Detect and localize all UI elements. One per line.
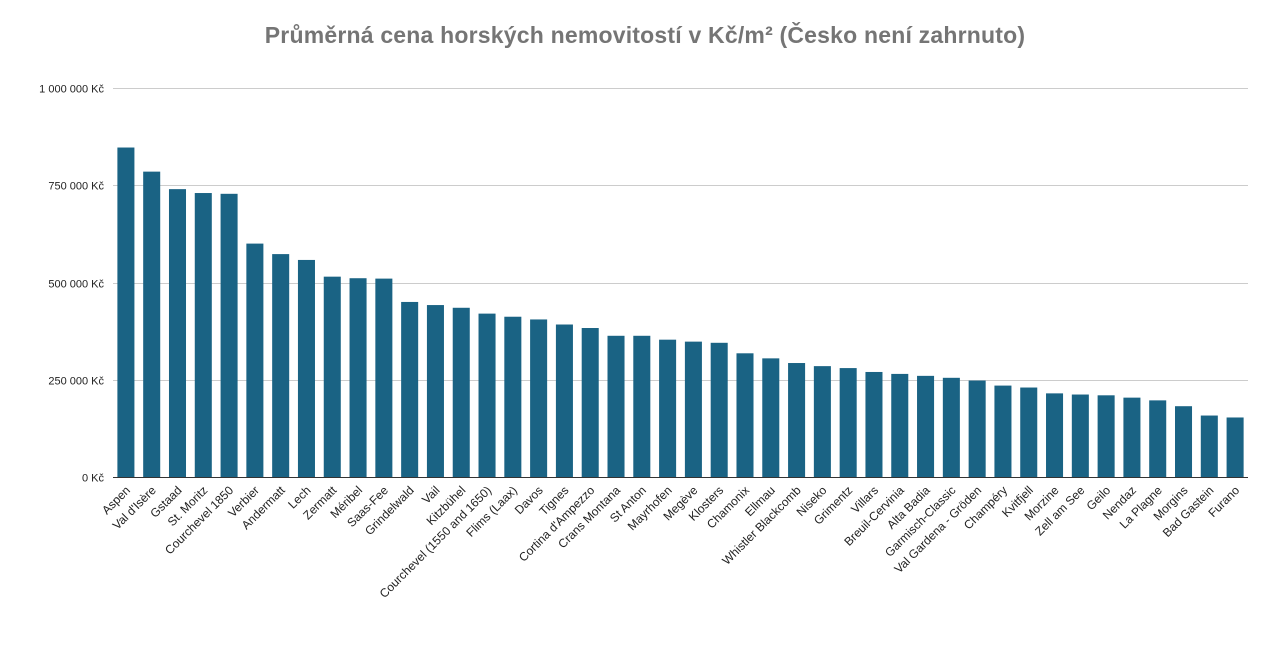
bar (401, 301, 419, 477)
bar (143, 171, 161, 477)
chart-title: Průměrná cena horských nemovitostí v Kč/… (264, 22, 1026, 48)
bar (168, 189, 187, 477)
y-tick-label: 750 000 Kč (48, 181, 104, 193)
bar (478, 313, 496, 477)
bar (865, 371, 883, 477)
bar (1175, 406, 1193, 477)
bar (1020, 387, 1038, 477)
bar (684, 341, 702, 477)
bar (452, 307, 470, 477)
bar (1046, 393, 1064, 477)
bar (762, 358, 780, 477)
bar (659, 339, 677, 477)
bar (1123, 397, 1141, 477)
bar (813, 366, 831, 477)
bar (349, 278, 367, 477)
bar (968, 380, 986, 477)
bar (375, 278, 393, 477)
bar (839, 368, 857, 477)
bar (194, 193, 212, 477)
bar (1200, 415, 1218, 477)
bar (633, 335, 651, 477)
bar (942, 377, 960, 477)
bar (246, 243, 264, 477)
bar (1226, 417, 1244, 477)
bar (607, 335, 625, 477)
bar (272, 254, 290, 477)
bar (323, 276, 341, 477)
bar (581, 328, 599, 477)
bar (1071, 394, 1089, 477)
bar (710, 342, 728, 477)
bar (530, 319, 548, 477)
bar (220, 193, 238, 477)
bar (736, 353, 754, 477)
bars (117, 147, 1244, 477)
bar (1097, 395, 1115, 477)
bar (117, 147, 135, 477)
y-tick-label: 0 Kč (82, 473, 105, 485)
bar (297, 259, 315, 477)
y-axis-tick-labels: 0 Kč 250 000 Kč 500 000 Kč 750 000 Kč 1 000 … (39, 84, 104, 485)
bar (504, 316, 522, 477)
bar (1149, 400, 1167, 477)
bar (994, 385, 1012, 477)
bar (917, 375, 935, 477)
bar (891, 373, 909, 477)
y-tick-label: 250 000 Kč (48, 376, 104, 388)
y-tick-label: 500 000 Kč (48, 279, 104, 291)
bar (426, 305, 444, 477)
bar (788, 363, 806, 477)
y-tick-label: 1 000 000 Kč (39, 84, 104, 96)
bar (555, 324, 573, 477)
